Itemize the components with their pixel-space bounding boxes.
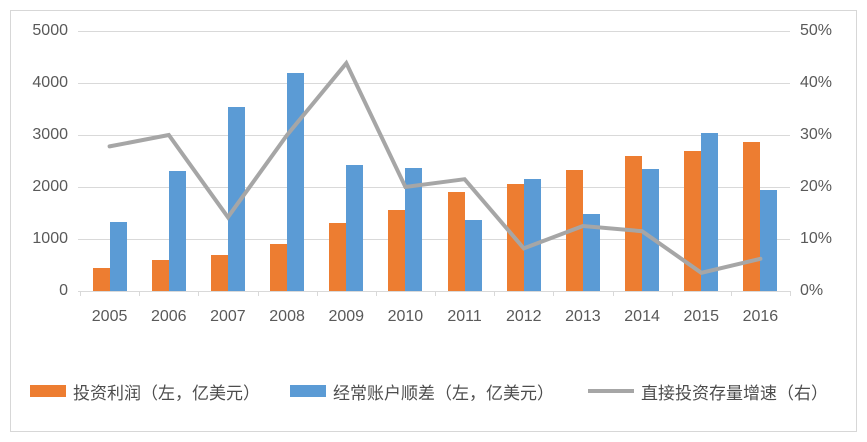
bar-investment-profit [625, 155, 643, 291]
bar-current-account-surplus [405, 167, 423, 291]
chart-legend: 投资利润（左，亿美元） 经常账户顺差（左，亿美元） 直接投资存量增速（右） [0, 378, 867, 404]
right-axis-tick-label: 30% [800, 126, 833, 143]
bar-current-account-surplus [642, 168, 660, 291]
right-axis-tick-label: 10% [800, 230, 833, 247]
x-axis-tick [257, 291, 259, 296]
x-axis-tick [553, 291, 555, 296]
bar-investment-profit [388, 210, 406, 291]
right-axis-tick-label: 50% [800, 22, 833, 39]
legend-swatch-di-stock-growth [588, 389, 634, 393]
x-axis-label: 2012 [505, 308, 542, 325]
x-axis-tick [198, 291, 200, 296]
x-axis-tick [612, 291, 614, 296]
x-axis-label: 2005 [91, 308, 128, 325]
bar-current-account-surplus [464, 220, 482, 291]
bar-investment-profit [447, 192, 465, 291]
bar-current-account-surplus [346, 164, 364, 291]
x-axis-label: 2007 [210, 308, 246, 325]
bar-investment-profit [506, 184, 524, 291]
right-axis-tick-label: 40% [800, 74, 833, 91]
bar-current-account-surplus [227, 107, 245, 291]
left-axis-tick-label: 4000 [32, 74, 68, 91]
x-axis-label: 2008 [269, 308, 305, 325]
x-axis-label: 2006 [150, 308, 187, 325]
x-axis-tick [375, 291, 377, 296]
legend-label-current-account-surplus: 经常账户顺差（左，亿美元） [333, 383, 554, 403]
bar-investment-profit [684, 150, 702, 291]
bar-current-account-surplus [760, 189, 778, 291]
bar-investment-profit [743, 141, 761, 291]
gridline [78, 31, 790, 32]
legend-label-investment-profit: 投资利润（左，亿美元） [73, 383, 260, 403]
x-axis-label: 2015 [683, 308, 720, 325]
bar-current-account-surplus [287, 72, 305, 291]
bar-current-account-surplus [701, 132, 719, 291]
x-axis-tick [494, 291, 496, 296]
x-axis-tick [316, 291, 318, 296]
legend-swatch-investment-profit [30, 385, 66, 397]
left-axis-tick-label: 2000 [32, 178, 68, 195]
x-axis-label: 2009 [328, 308, 365, 325]
bar-investment-profit [565, 170, 583, 291]
x-axis-label: 2011 [447, 308, 482, 325]
bar-investment-profit [210, 254, 228, 291]
chart-frame [10, 10, 857, 432]
left-axis-tick-label: 5000 [32, 22, 68, 39]
x-axis-tick [435, 291, 436, 296]
x-axis-label: 2013 [565, 308, 601, 325]
legend-swatch-current-account-surplus [290, 385, 326, 397]
legend-item-di-stock-growth: 直接投资存量增速（右） [588, 378, 828, 404]
x-axis-tick [671, 291, 673, 296]
legend-label-di-stock-growth: 直接投资存量增速（右） [641, 383, 828, 403]
x-axis-label: 2014 [624, 308, 660, 325]
left-axis-tick-label: 1000 [32, 230, 68, 247]
x-axis-tick [730, 291, 732, 296]
bar-current-account-surplus [109, 222, 127, 291]
x-axis-label: 2010 [387, 308, 424, 325]
gridline [78, 83, 790, 84]
bar-investment-profit [270, 244, 288, 291]
gridline [78, 135, 790, 136]
x-axis-tick [80, 291, 81, 296]
x-axis-tick [139, 291, 141, 296]
right-axis-tick-label: 0% [800, 282, 824, 299]
x-axis-tick [790, 291, 791, 296]
right-axis-tick-label: 20% [800, 178, 833, 195]
legend-item-current-account-surplus: 经常账户顺差（左，亿美元） [290, 378, 554, 404]
left-axis-tick-label: 3000 [32, 126, 68, 143]
bar-investment-profit [151, 259, 169, 291]
legend-item-investment-profit: 投资利润（左，亿美元） [30, 378, 260, 404]
x-axis-label: 2016 [742, 308, 779, 325]
bar-current-account-surplus [523, 179, 541, 291]
bar-current-account-surplus [168, 170, 186, 291]
bar-investment-profit [329, 223, 347, 291]
x-axis-line [78, 291, 790, 292]
bar-investment-profit [92, 267, 110, 291]
left-axis-tick-label: 0 [59, 282, 68, 299]
bar-current-account-surplus [582, 214, 600, 291]
